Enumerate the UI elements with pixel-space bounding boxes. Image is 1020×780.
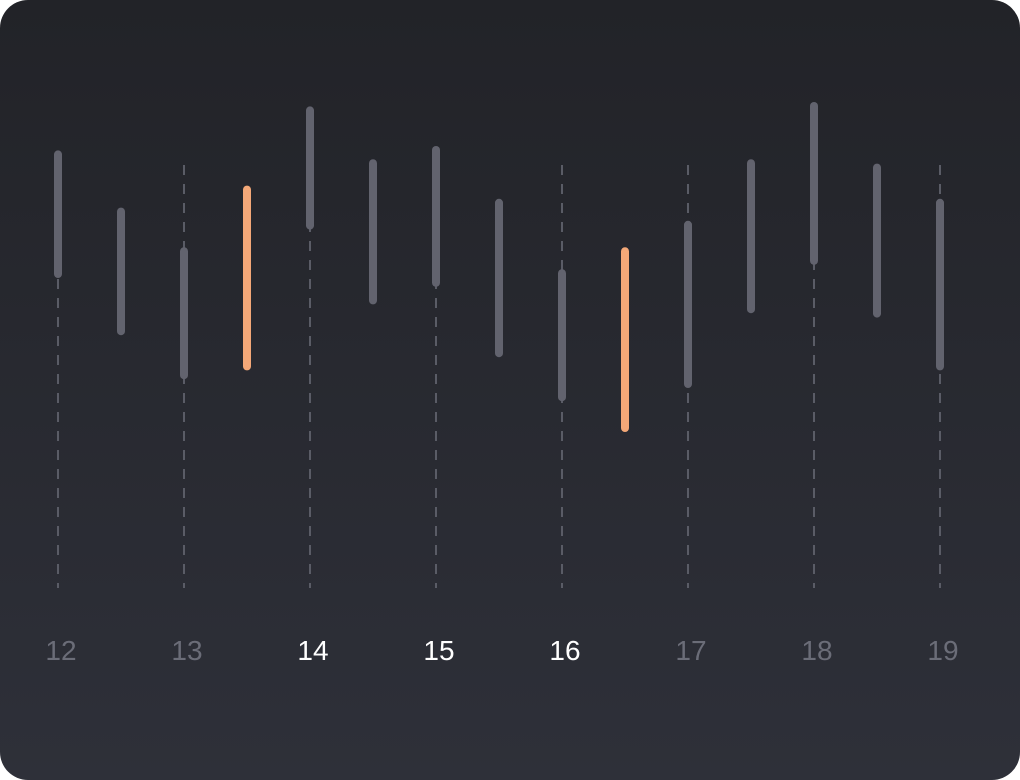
x-tick-label-18[interactable]: 18 [801,635,832,666]
x-tick-label-12[interactable]: 12 [45,635,76,666]
range-bar-11 [747,159,755,314]
range-bar-4 [306,106,314,230]
range-bar-8 [558,269,566,402]
x-tick-label-15[interactable]: 15 [423,635,454,666]
bars [54,102,944,432]
range-bar-13 [873,163,881,318]
range-bar-0 [54,150,62,278]
range-bar-2 [180,247,188,380]
highlight-bar-3 [243,185,251,371]
range-bar-1 [117,207,125,336]
range-bar-5 [369,159,377,305]
range-bar-12 [810,102,818,265]
highlight-bar-9 [621,247,629,432]
range-bar-7 [495,198,503,358]
x-axis-labels: 12 13 14 15 16 17 18 19 [45,635,958,666]
x-tick-label-14[interactable]: 14 [297,635,328,666]
x-tick-label-17[interactable]: 17 [675,635,706,666]
x-tick-label-13[interactable]: 13 [171,635,202,666]
range-bar-6 [432,146,440,287]
x-tick-label-16[interactable]: 16 [549,635,580,666]
range-bar-14 [936,198,944,371]
x-tick-label-19[interactable]: 19 [927,635,958,666]
range-bar-10 [684,220,692,388]
